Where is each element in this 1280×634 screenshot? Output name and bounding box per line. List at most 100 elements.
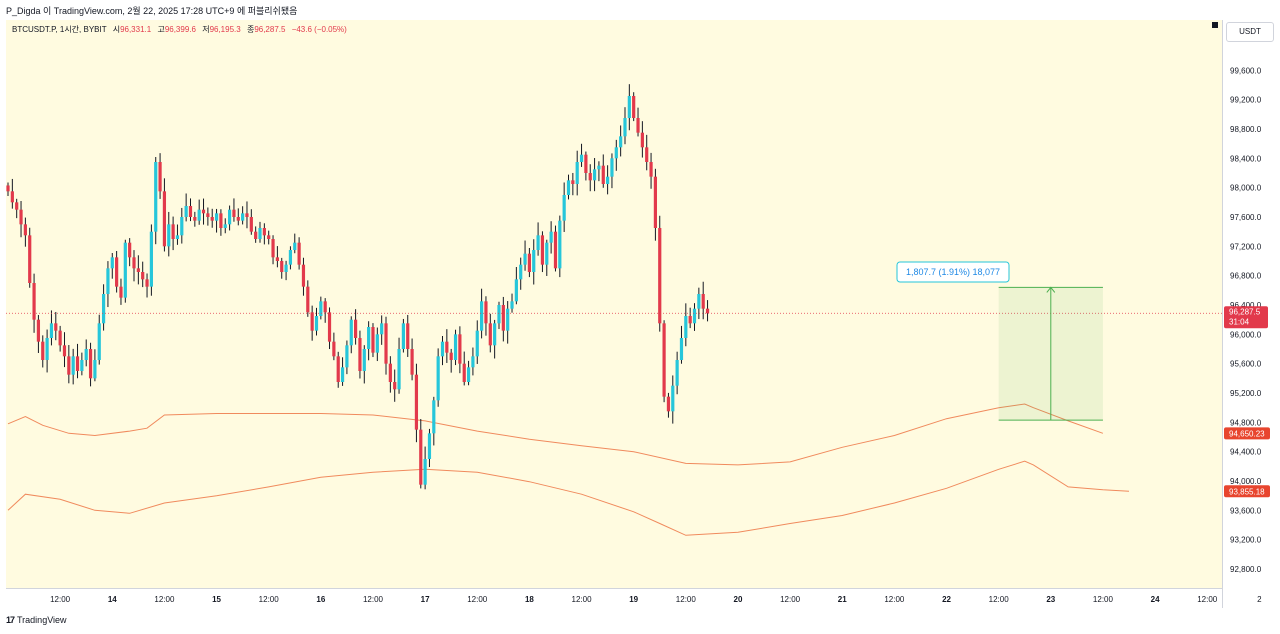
candle-up bbox=[579, 154, 584, 162]
candle-up bbox=[84, 349, 88, 360]
candle-down bbox=[688, 316, 692, 324]
candle-down bbox=[701, 294, 705, 309]
candle-down bbox=[6, 185, 10, 192]
candle-down bbox=[193, 217, 197, 221]
candle-down bbox=[406, 323, 410, 349]
currency-selector[interactable]: USDT bbox=[1226, 22, 1274, 42]
time-tick-label: 12:00 bbox=[154, 595, 175, 604]
candle-up bbox=[101, 294, 106, 324]
candle-down bbox=[88, 349, 93, 379]
candle-up bbox=[471, 356, 475, 368]
price-tick-label: 98,400.0 bbox=[1230, 154, 1262, 163]
candle-down bbox=[28, 235, 32, 283]
time-tick-label: 12:00 bbox=[1093, 595, 1114, 604]
candle-up bbox=[597, 165, 601, 170]
candle-up bbox=[93, 360, 97, 379]
candle-up bbox=[319, 301, 323, 316]
candle-up bbox=[288, 250, 293, 265]
candle-down bbox=[267, 235, 271, 239]
candle-up bbox=[345, 345, 349, 368]
candle-up bbox=[314, 316, 319, 331]
candle-up bbox=[592, 169, 597, 181]
time-tick-label: 17 bbox=[421, 595, 430, 604]
candle-down bbox=[249, 217, 253, 232]
current-price-label: 96,287.5 bbox=[1229, 307, 1261, 316]
candle-up bbox=[623, 118, 627, 137]
time-tick-label: 12:00 bbox=[676, 595, 697, 604]
price-tick-label: 99,600.0 bbox=[1230, 66, 1262, 75]
price-tick-label: 98,000.0 bbox=[1230, 184, 1262, 193]
time-tick-label: 12:00 bbox=[572, 595, 593, 604]
candlestick-chart[interactable]: 99,600.0 99,200.0 98,800.0 98,400.0 98,000.0… bbox=[0, 0, 1280, 610]
time-axis-divider bbox=[6, 588, 1222, 589]
low-value: 96,195.3 bbox=[209, 25, 241, 34]
candle-down bbox=[393, 382, 397, 390]
candle-down bbox=[128, 242, 132, 258]
close-value: 96,287.5 bbox=[254, 25, 286, 34]
band-value-label-lower: 93,855.18 bbox=[1229, 487, 1265, 496]
time-tick-label: 12:00 bbox=[884, 595, 905, 604]
candle-up bbox=[545, 242, 549, 265]
candle-down bbox=[232, 209, 236, 217]
candle-down bbox=[15, 202, 19, 210]
candle-down bbox=[19, 209, 23, 225]
candle-up bbox=[536, 235, 540, 250]
candle-up bbox=[558, 220, 562, 269]
candle-up bbox=[197, 209, 201, 221]
candle-up bbox=[675, 360, 679, 386]
candle-down bbox=[658, 228, 662, 324]
time-tick-label: 19 bbox=[629, 595, 638, 604]
open-value: 96,331.1 bbox=[120, 25, 152, 34]
candle-up bbox=[45, 338, 49, 360]
candle-up bbox=[258, 228, 262, 239]
candle-up bbox=[566, 180, 571, 195]
candle-up bbox=[432, 400, 436, 434]
candle-down bbox=[458, 334, 462, 364]
time-tick-label: 12:00 bbox=[363, 595, 384, 604]
candle-up bbox=[80, 360, 84, 371]
candle-up bbox=[362, 349, 366, 371]
candle-down bbox=[336, 356, 340, 382]
candle-up bbox=[167, 224, 171, 247]
candle-up bbox=[149, 231, 153, 287]
candle-down bbox=[54, 323, 58, 331]
candle-up bbox=[49, 323, 54, 338]
candle-up bbox=[684, 316, 688, 338]
candle-up bbox=[349, 319, 353, 346]
price-tick-label: 93,200.0 bbox=[1230, 536, 1262, 545]
candle-up bbox=[175, 235, 180, 239]
symbol-legend: BTCUSDT.P, 1시간, BYBIT 시96,331.1 고96,399.… bbox=[12, 24, 347, 35]
candle-up bbox=[427, 433, 432, 459]
candle-up bbox=[606, 176, 610, 184]
maximize-square-icon[interactable] bbox=[1212, 22, 1218, 28]
candle-down bbox=[327, 312, 332, 342]
low-label: 저 bbox=[202, 25, 210, 34]
candle-down bbox=[171, 224, 175, 239]
candle-down bbox=[484, 301, 488, 324]
candle-down bbox=[445, 341, 449, 353]
price-tick-label: 97,600.0 bbox=[1230, 213, 1262, 222]
price-tick-label: 93,600.0 bbox=[1230, 506, 1262, 515]
candle-down bbox=[354, 319, 358, 338]
band-line-upper bbox=[7, 403, 1104, 466]
candle-down bbox=[136, 268, 140, 272]
time-tick-label: 2 bbox=[1257, 595, 1262, 604]
time-tick-label: 21 bbox=[838, 595, 847, 604]
candle-up bbox=[123, 242, 127, 298]
price-tick-label: 96,800.0 bbox=[1230, 272, 1262, 281]
measure-arrow-icon bbox=[1046, 286, 1056, 293]
countdown-label: 31:04 bbox=[1229, 317, 1250, 326]
price-tick-label: 96,400.0 bbox=[1230, 301, 1262, 310]
candle-up bbox=[679, 338, 684, 360]
candle-up bbox=[506, 308, 510, 331]
candle-down bbox=[653, 176, 658, 228]
candle-down bbox=[210, 217, 214, 221]
close-label: 종 bbox=[246, 25, 255, 34]
candle-down bbox=[419, 429, 423, 485]
candle-down bbox=[310, 312, 314, 331]
chart-plot-area[interactable] bbox=[6, 20, 1222, 588]
candle-down bbox=[301, 264, 306, 287]
time-tick-label: 12:00 bbox=[259, 595, 280, 604]
candle-down bbox=[262, 228, 266, 236]
symbol-name[interactable]: BTCUSDT.P, 1시간, BYBIT bbox=[12, 25, 107, 34]
